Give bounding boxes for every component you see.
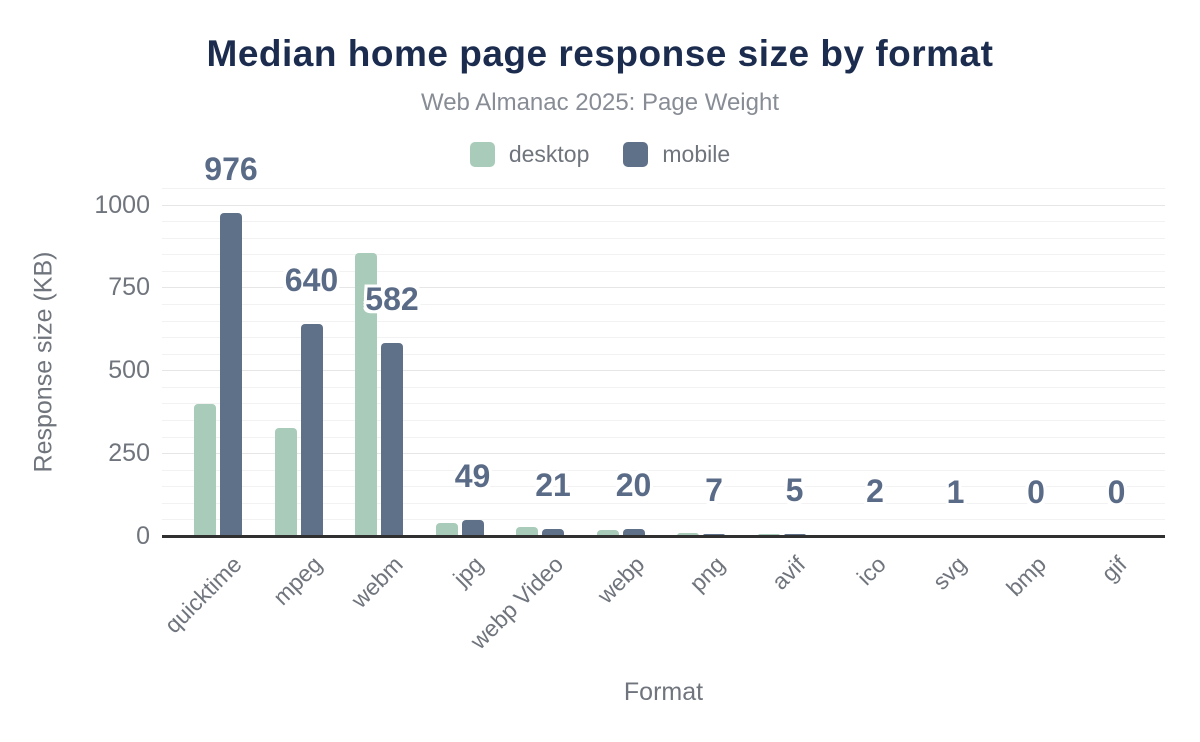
x-tick-label-jpg: jpg [447,551,488,592]
x-axis-line [162,535,1165,538]
x-tick-label-svg: svg [927,551,971,595]
x-tick-label-gif: gif [1096,551,1132,587]
gridline-350 [162,420,1165,421]
bar-desktop-jpg[interactable] [435,522,458,536]
gridline-300 [162,436,1165,438]
x-tick-label-png: png [683,551,730,597]
legend-label-mobile: mobile [662,141,731,167]
value-label-png: 7 [705,471,723,508]
x-tick-label-webm: webm [345,551,408,613]
y-tick-label-500: 500 [108,356,150,385]
bar-mobile-webp[interactable] [622,529,645,536]
gridline-700 [162,304,1165,305]
gridline-150 [162,486,1165,488]
gridline-950 [162,221,1165,223]
x-tick-label-bmp: bmp [1001,551,1052,602]
bar-mobile-png[interactable] [703,533,725,536]
bar-mobile-mpeg[interactable] [300,323,323,536]
bar-desktop-quicktime[interactable] [194,403,216,536]
x-tick-label-webp: webp [591,551,649,609]
legend-swatch-mobile [623,142,649,167]
gridline-750 [162,287,1165,289]
y-tick-label-1000: 1000 [94,190,150,219]
x-tick-label-quicktime: quicktime [159,551,247,639]
bar-mobile-quicktime[interactable] [220,212,242,536]
bar-mobile-jpg[interactable] [461,519,484,536]
value-label-webp-video: 21 [535,467,571,503]
bar-mobile-webp-video[interactable] [542,529,564,536]
legend: desktop mobile [0,141,1200,168]
gridline-850 [162,254,1165,256]
x-tick-label-mpeg: mpeg [267,551,327,611]
x-axis-title: Format [623,678,704,706]
value-label-quicktime: 976 [204,150,258,187]
x-tick-label-ico: ico [851,551,891,591]
gridline-800 [162,270,1165,272]
gridline-100 [162,502,1165,504]
bar-desktop-png[interactable] [677,533,699,536]
value-label-bmp: 0 [1027,474,1045,510]
gridline-500 [162,370,1165,372]
legend-item-mobile[interactable]: mobile [623,141,730,168]
legend-item-desktop[interactable]: desktop [469,141,590,168]
value-label-jpg: 49 [454,457,491,494]
legend-swatch-desktop [469,142,495,167]
value-label-webp: 20 [615,467,652,504]
gridline-450 [162,386,1165,388]
gridline-250 [162,453,1165,455]
value-label-mpeg: 640 [284,261,339,298]
value-label-avif: 5 [785,472,804,509]
chart-subtitle: Web Almanac 2025: Page Weight [420,89,779,116]
bar-desktop-webp-video[interactable] [516,526,538,536]
y-tick-label-250: 250 [108,439,150,468]
gridline-50 [162,519,1165,521]
gridline-1050 [162,188,1165,189]
gridline-650 [162,320,1165,322]
y-tick-label-0: 0 [136,522,150,550]
bar-mobile-webm[interactable] [381,343,403,536]
bar-desktop-webm[interactable] [355,252,377,536]
gridline-600 [162,337,1165,339]
bar-desktop-webp[interactable] [596,529,619,536]
value-label-webm: 582 [365,281,419,318]
legend-label-desktop: desktop [508,141,590,167]
bar-desktop-avif[interactable] [757,533,780,536]
value-label-ico: 2 [866,473,884,510]
chart-title: Median home page response size by format [206,33,994,74]
gridline-1000 [162,204,1165,206]
bar-desktop-mpeg[interactable] [274,428,297,536]
gridline-900 [162,237,1165,239]
gridline-550 [162,353,1165,355]
gridline-400 [162,403,1165,405]
y-tick-label-750: 750 [108,273,150,302]
x-tick-label-avif: avif [766,551,810,595]
gridline-200 [162,469,1165,471]
value-label-svg: 1 [946,473,965,510]
value-label-gif: 0 [1107,474,1126,510]
